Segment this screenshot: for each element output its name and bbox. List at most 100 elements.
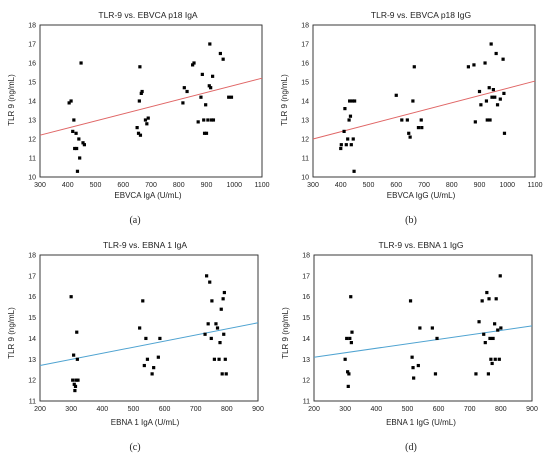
data-point [496,328,500,332]
data-point [487,86,491,90]
data-point [472,63,476,67]
plot-area [39,24,263,178]
data-point [76,378,80,382]
data-point [138,65,142,69]
data-point [138,326,142,330]
data-point [206,322,210,326]
data-point [407,131,411,135]
data-point [346,370,350,374]
data-point [485,290,489,295]
panel-d: TLR-9 vs. EBNA 1 IgG TLR 9 (ng/mL) EBNA … [275,228,550,457]
x-tick-label: 700 [145,182,157,189]
data-point [348,336,352,341]
y-tick-label: 13 [28,357,36,364]
data-point [73,388,77,393]
x-tick-label: 900 [474,182,486,189]
y-tick-label: 12 [302,378,310,385]
data-point [490,95,494,99]
data-point [493,95,497,99]
data-point [204,131,209,135]
data-point [408,135,412,139]
data-point [416,126,421,130]
data-point [67,101,71,105]
data-point [433,372,438,376]
x-tick-label: 400 [335,182,347,189]
data-point [72,118,76,122]
data-point [350,99,355,103]
data-point [218,341,222,345]
data-point [349,143,353,147]
y-tick-label: 17 [302,273,310,280]
data-point [229,95,234,99]
x-tick-label: 900 [201,182,213,189]
data-point [209,118,214,122]
y-tick-label: 17 [301,42,309,49]
x-tick-label: 500 [363,182,375,189]
data-point [208,280,212,284]
y-axis-label: TLR 9 (ng/mL) [7,74,16,126]
y-tick-label: 18 [302,253,310,260]
x-tick-label: 300 [34,182,46,189]
data-point [199,95,203,99]
data-point [217,357,221,361]
data-point [77,137,81,141]
y-tick-label: 14 [301,99,309,106]
data-point [74,378,78,382]
panel-letter: (c) [129,442,140,453]
chart-title: TLR-9 vs. EBNA 1 IgG [378,240,463,250]
plot-area [39,254,259,402]
x-tick-label: 900 [526,406,538,413]
y-tick-label: 15 [301,80,309,87]
x-tick-label: 600 [433,406,445,413]
x-tick-label: 600 [159,406,171,413]
data-point [145,357,150,361]
y-axis-label: TLR 9 (ng/mL) [281,307,290,359]
data-point [342,129,346,133]
y-tick-label: 16 [28,294,36,301]
y-axis-label: TLR 9 (ng/mL) [7,307,16,359]
x-tick-label: 800 [495,406,507,413]
x-tick-label: 700 [190,406,202,413]
data-point [204,103,208,107]
data-point [498,274,502,278]
y-tick-label: 18 [301,23,309,30]
data-point [497,357,501,361]
x-tick-label: 600 [390,182,402,189]
x-tick-label: 400 [96,406,108,413]
x-tick-label: 300 [307,182,319,189]
data-point [416,363,420,368]
data-point [466,65,470,69]
y-tick-label: 16 [302,294,310,301]
data-point [210,299,214,303]
x-tick-label: 500 [402,406,414,413]
data-point [69,99,73,103]
data-point [185,89,189,94]
data-point [483,61,487,65]
x-tick-label: 500 [90,182,102,189]
x-tick-label: 300 [339,406,351,413]
y-tick-label: 16 [301,61,309,68]
x-tick-label: 400 [370,406,382,413]
x-tick-label: 500 [128,406,140,413]
data-point [73,146,77,151]
data-point [82,143,86,147]
data-point [491,88,495,92]
plot-border [312,24,536,178]
data-point [343,357,347,361]
x-tick-label: 600 [117,182,129,189]
data-point [420,126,424,130]
data-point [209,336,213,341]
data-point [212,357,216,361]
data-point [150,372,154,376]
data-point [353,99,357,103]
data-point [152,366,156,370]
data-point [349,295,353,299]
data-point [221,57,225,61]
x-tick-label: 300 [65,406,77,413]
data-point [214,322,218,326]
fit-line [313,325,533,358]
data-point [141,299,145,303]
data-point [498,97,502,101]
data-point [211,118,216,122]
